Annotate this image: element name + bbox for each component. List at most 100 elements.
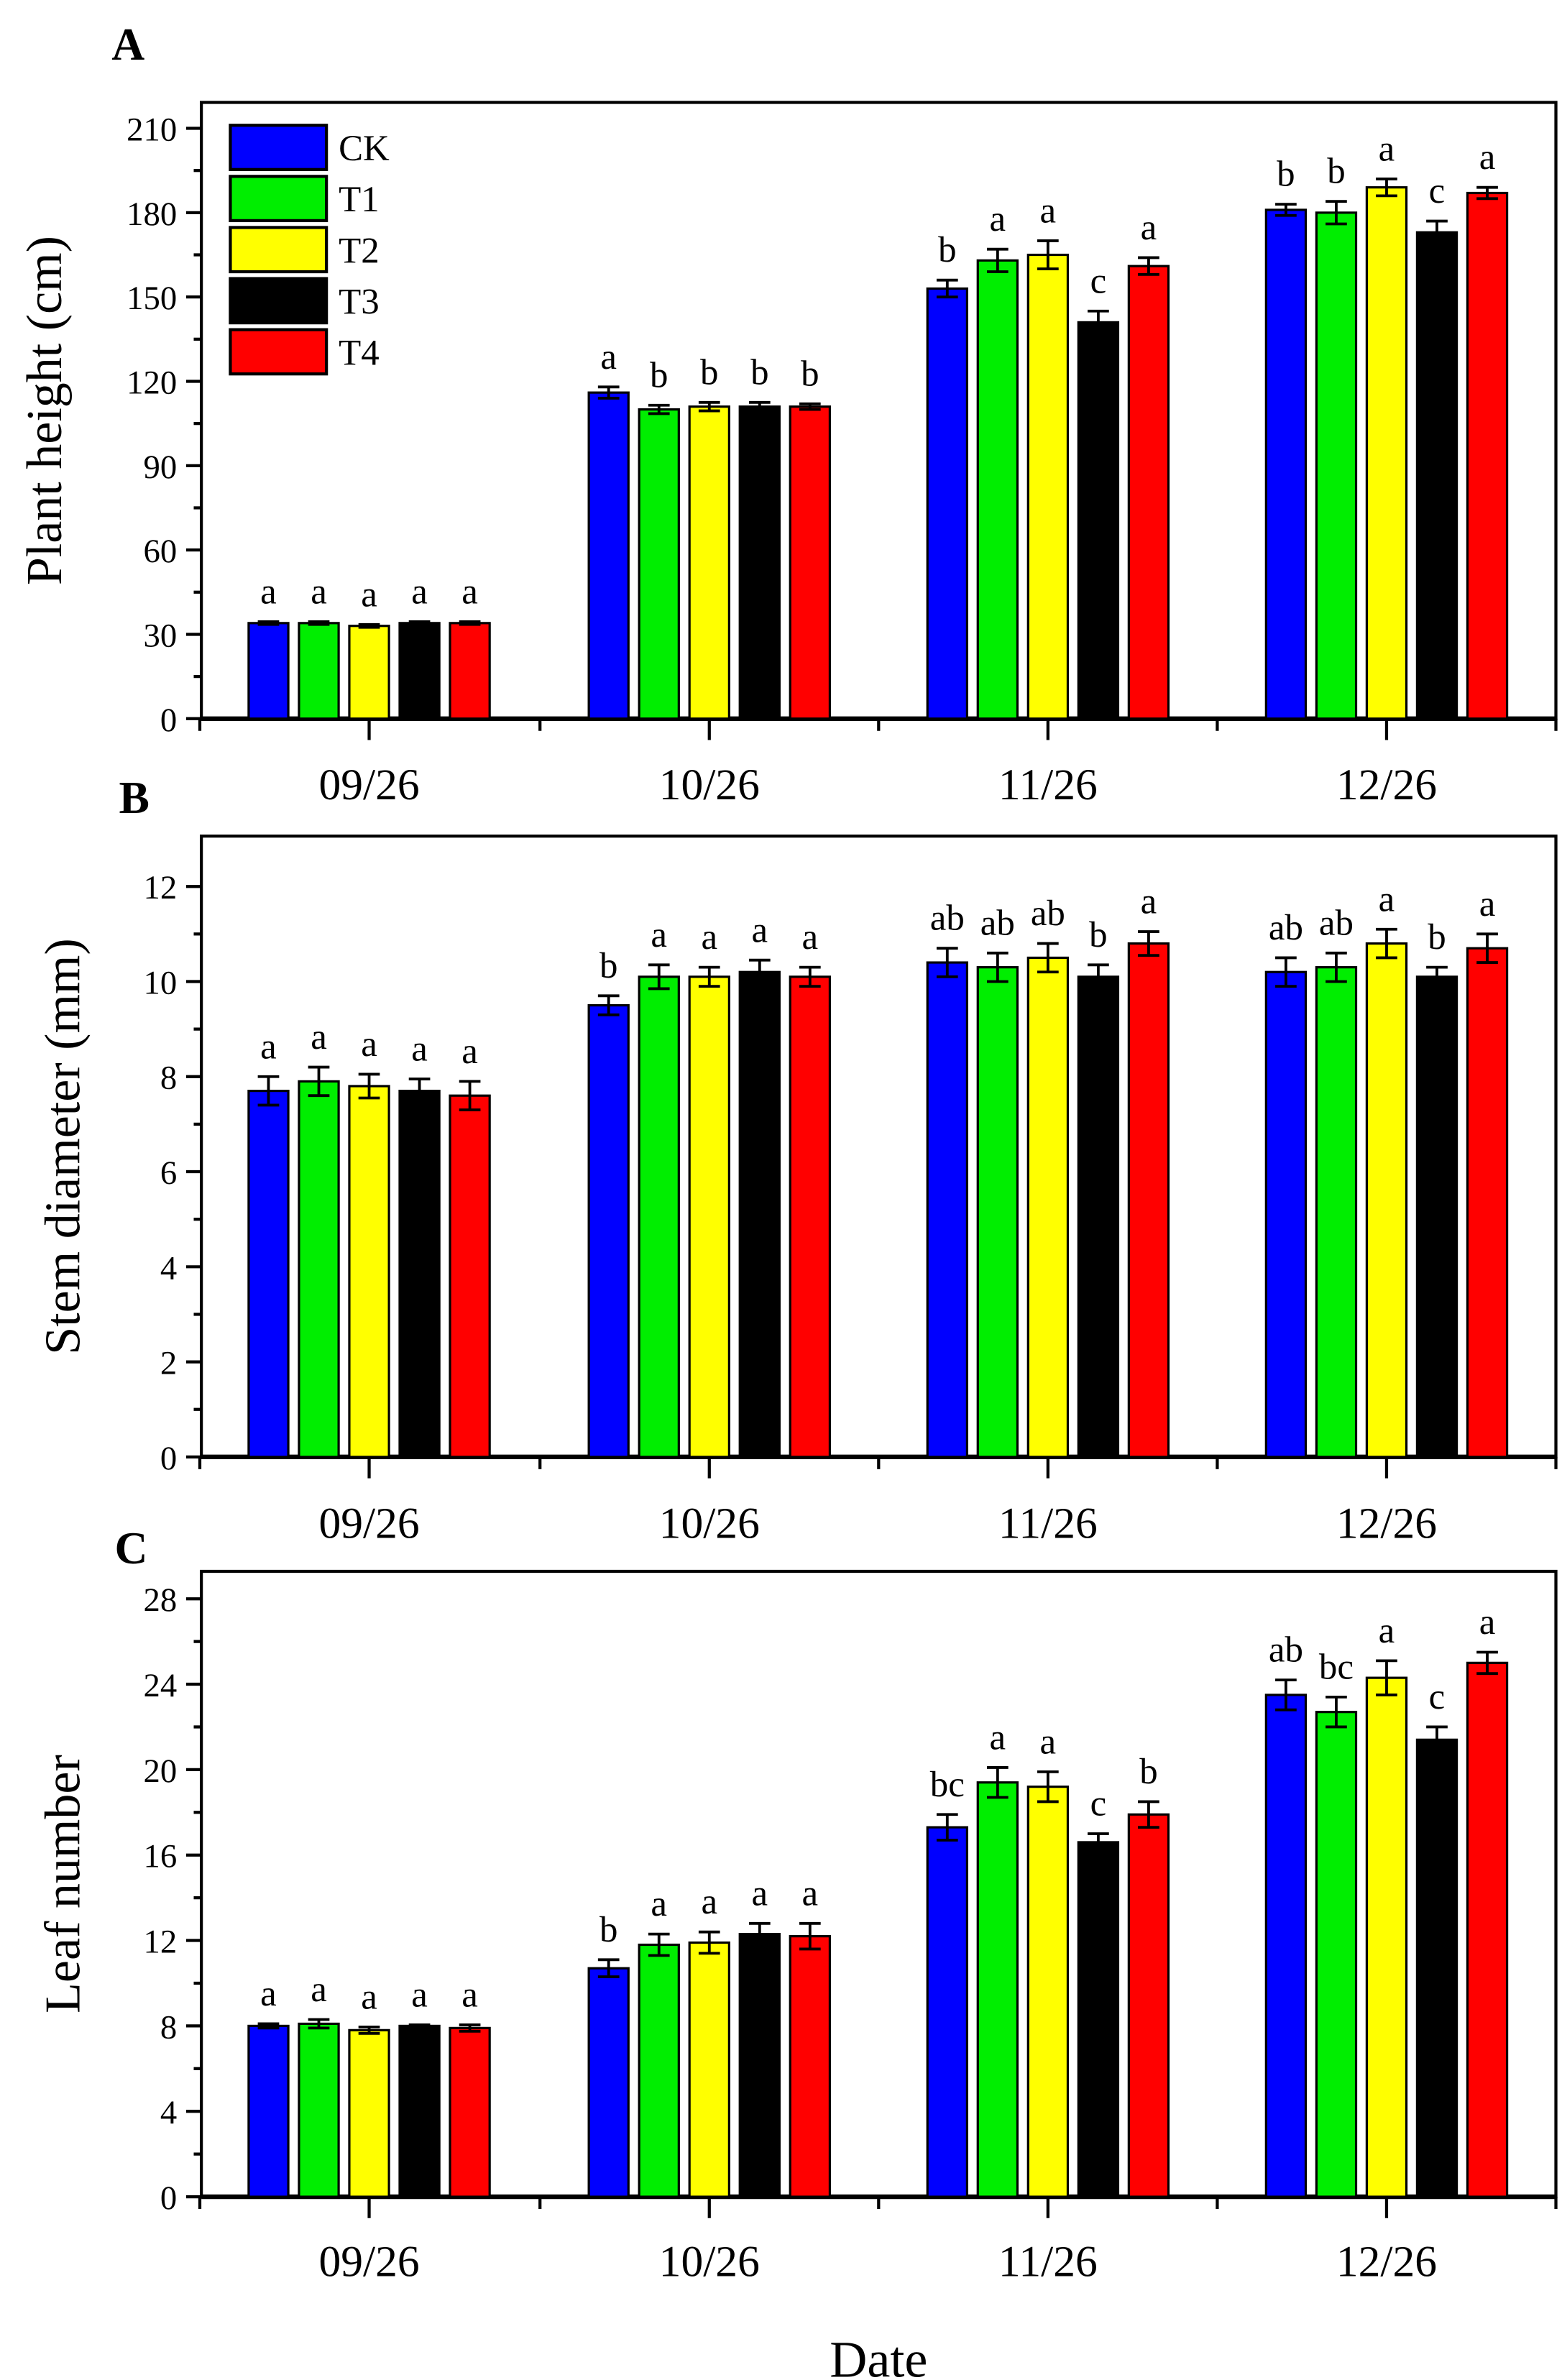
significance-letter: bc <box>930 1765 965 1805</box>
error-bar <box>986 247 1009 273</box>
bar-T3-11/26 <box>1077 975 1120 1458</box>
bar-T1-11/26 <box>976 259 1019 720</box>
bar-T3-09/26 <box>398 2024 441 2198</box>
error-bar <box>1275 956 1297 988</box>
y-tick-label: 0 <box>160 1440 177 1477</box>
bar-T1-11/26 <box>976 966 1019 1458</box>
panel-label: A <box>111 19 144 70</box>
y-tick-label: 180 <box>127 196 177 233</box>
bar-T4-11/26 <box>1127 942 1170 1458</box>
significance-letter: a <box>260 1974 277 2014</box>
error-bar <box>1326 1695 1347 1729</box>
error-bar <box>1476 932 1498 964</box>
y-tick-label: 0 <box>160 702 177 739</box>
bar-T1-09/26 <box>298 622 340 720</box>
significance-letter: b <box>599 1910 617 1950</box>
error-bar <box>698 1930 720 1955</box>
bar-T3-09/26 <box>398 1090 441 1458</box>
significance-letter: a <box>311 1017 327 1057</box>
x-tick-label: 11/26 <box>998 761 1098 809</box>
y-axis-title: Stem diameter (mm) <box>35 938 91 1354</box>
error-bar <box>358 622 380 629</box>
error-bar <box>257 1075 280 1107</box>
y-tick-label: 12 <box>143 869 177 906</box>
significance-letter: a <box>1141 208 1157 248</box>
error-bar <box>648 1932 670 1957</box>
panel-A: A 0 30 60 90 120 150 180 210 09/26 10/26 11/26 12/26… <box>17 19 1558 809</box>
x-tick-label: 12/26 <box>1336 2237 1437 2286</box>
significance-letter: a <box>1479 1602 1496 1642</box>
y-axis-title: Leaf number <box>35 1755 91 2013</box>
bar-T4-10/26 <box>789 975 831 1458</box>
significance-letter: a <box>802 917 819 957</box>
y-tick-label: 28 <box>143 1581 177 1619</box>
significance-letter: b <box>1327 152 1345 192</box>
significance-letter: ab <box>1031 893 1065 934</box>
x-tick-label: 11/26 <box>998 2237 1098 2286</box>
bar-T2-12/26 <box>1365 942 1408 1458</box>
error-bar <box>1426 965 1448 988</box>
significance-letter: a <box>1379 129 1395 169</box>
error-bar <box>648 403 670 415</box>
bar-T2-09/26 <box>348 625 390 720</box>
significance-letter: a <box>1379 879 1395 919</box>
bar-T1-10/26 <box>638 1943 680 2198</box>
significance-letter: b <box>938 230 956 270</box>
significance-letter: b <box>700 352 718 392</box>
bar-CK-09/26 <box>247 2024 290 2198</box>
significance-letter: b <box>1277 155 1295 195</box>
x-tick-label: 12/26 <box>1336 761 1437 809</box>
bar-T1-10/26 <box>638 975 680 1458</box>
panel-B: B 0 2 4 6 8 10 12 09/26 10/26 11/26 12/26 Stem diame… <box>35 772 1558 1548</box>
significance-letter: b <box>1089 915 1107 955</box>
significance-letter: a <box>802 1873 819 1913</box>
y-tick-label: 24 <box>143 1667 177 1704</box>
error-bar <box>1088 1832 1109 1852</box>
significance-letter: a <box>990 199 1006 239</box>
significance-letter: a <box>411 1975 428 2015</box>
significance-letter: a <box>311 1970 327 2010</box>
y-axis-title: Plant height (cm) <box>17 236 73 585</box>
error-bar <box>1326 951 1347 983</box>
error-bar <box>1426 219 1448 245</box>
panel-label: C <box>115 1522 148 1573</box>
y-tick-label: 150 <box>127 280 177 317</box>
legend-label: T1 <box>339 180 380 220</box>
error-bar <box>1138 1800 1159 1829</box>
significance-letter: a <box>1479 137 1496 178</box>
error-bar <box>936 947 958 978</box>
bar-CK-12/26 <box>1264 1694 1308 2198</box>
significance-letter: ab <box>1269 908 1303 948</box>
bar-T2-12/26 <box>1365 1676 1408 2198</box>
x-tick-label: 10/26 <box>659 761 760 809</box>
bar-T4-11/26 <box>1127 1813 1170 2198</box>
bar-T2-11/26 <box>1026 956 1070 1458</box>
significance-letter: a <box>311 571 327 612</box>
significance-letter: a <box>461 1975 478 2015</box>
error-bar <box>1037 1770 1059 1804</box>
significance-letter: c <box>1090 261 1107 301</box>
error-bar <box>1138 256 1159 276</box>
significance-letter: a <box>990 1717 1006 1758</box>
bar-T1-10/26 <box>638 408 680 720</box>
bar-CK-11/26 <box>926 961 968 1458</box>
significance-letter: a <box>701 1882 717 1922</box>
error-bar <box>308 2018 330 2030</box>
error-bar <box>986 951 1009 983</box>
error-bar <box>597 1958 620 1978</box>
significance-letter: ab <box>1269 1630 1303 1671</box>
bar-T3-12/26 <box>1415 231 1458 720</box>
significance-letter: b <box>1139 1752 1157 1792</box>
bar-T3-12/26 <box>1415 1738 1458 2198</box>
bar-T3-10/26 <box>738 405 781 720</box>
error-bar <box>1138 930 1159 957</box>
error-bar <box>597 994 620 1016</box>
error-bar <box>408 2023 431 2028</box>
legend-swatch-T4 <box>229 328 329 376</box>
error-bar <box>408 1078 431 1105</box>
bar-T2-12/26 <box>1365 186 1408 720</box>
legend-swatch-T2 <box>229 226 329 274</box>
bar-T4-09/26 <box>449 622 491 720</box>
bar-T1-09/26 <box>298 2022 340 2198</box>
